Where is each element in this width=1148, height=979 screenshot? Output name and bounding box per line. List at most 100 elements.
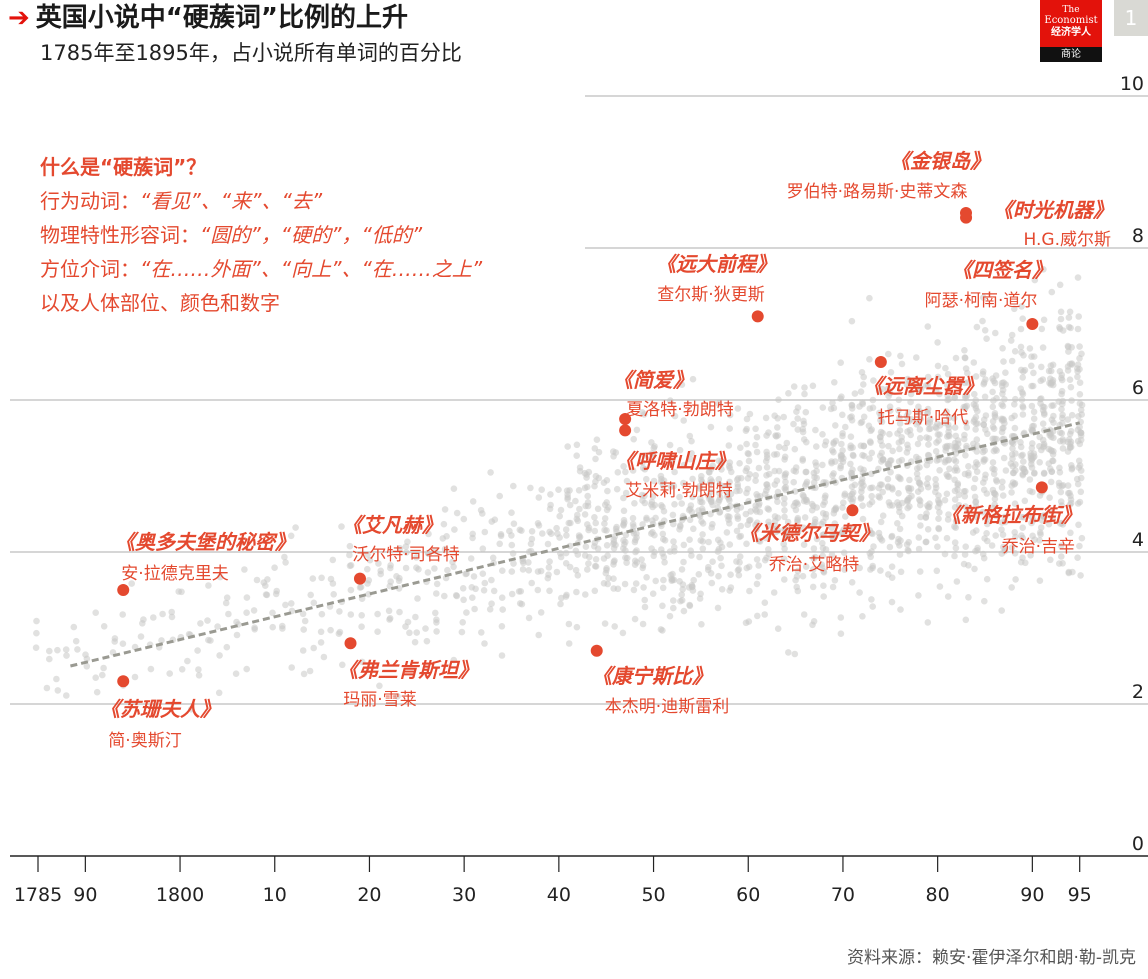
data-point [990,470,998,478]
data-point [886,502,894,509]
data-point [904,445,912,452]
data-point [868,426,875,433]
data-point [111,638,118,645]
data-point [877,481,884,488]
data-point [387,564,394,572]
data-point [680,558,687,566]
data-point [1076,542,1083,550]
data-point [698,518,705,525]
data-point [917,415,924,423]
background-dots [32,266,1086,713]
data-point [944,593,952,600]
data-point [128,580,135,587]
data-point [800,497,808,505]
data-point [837,359,844,367]
data-point [859,515,867,523]
data-point [998,607,1005,614]
data-point [686,516,694,524]
data-point [983,516,991,523]
data-point [962,419,970,427]
data-point [433,619,440,626]
data-point [924,451,932,459]
data-point [70,623,78,631]
data-point [962,543,969,550]
data-point [680,607,688,615]
data-point [689,587,697,594]
data-point [573,588,580,596]
data-point [962,365,970,372]
data-point [915,545,923,553]
data-point [870,377,877,384]
data-point [1039,512,1046,520]
data-point [868,498,876,506]
data-point [1009,455,1016,463]
data-point [1048,402,1055,410]
data-point [433,590,440,597]
data-point [621,580,629,588]
data-point [676,446,684,454]
data-point [547,491,554,498]
data-point [1074,373,1081,381]
data-point [866,455,873,462]
data-point [859,502,866,510]
data-point [818,520,825,528]
data-point [346,542,354,550]
data-point [574,572,582,579]
data-point [1058,376,1066,384]
data-point [671,544,678,551]
data-point [714,536,722,544]
data-point [868,449,876,457]
data-point [908,416,915,423]
figure-number-badge: 1 [1114,0,1148,36]
data-point [377,570,385,578]
data-point [527,540,535,548]
data-point [260,579,268,586]
data-point [859,451,866,459]
data-point [1074,554,1081,561]
data-point [562,526,570,533]
data-point [879,385,886,393]
data-point [999,415,1007,423]
data-point [744,485,751,493]
data-point [785,390,792,397]
data-point [573,452,580,460]
data-point [923,480,931,488]
highlighted-book: 《金银岛》罗伯特·路易斯·史蒂文森 [787,149,990,224]
data-point [708,579,716,587]
data-point [633,426,641,434]
data-point [866,356,873,363]
data-point [780,413,787,421]
data-point [306,667,314,675]
data-point [453,592,461,600]
data-point [1012,576,1019,583]
data-point [1048,288,1056,296]
data-point [774,415,781,422]
data-point [771,481,779,488]
data-point [243,665,250,673]
data-point [690,576,697,584]
data-point [941,550,949,558]
data-point [641,492,648,500]
data-point [838,393,845,401]
data-point [584,499,592,506]
data-point [584,566,591,573]
data-point [83,663,91,670]
data-point [753,580,761,588]
data-point [800,524,808,532]
data-point [771,526,779,533]
data-point [413,629,421,636]
data-point [840,499,847,507]
data-point [499,606,507,613]
data-point [951,393,958,401]
data-point [885,350,892,358]
data-point [897,475,904,483]
data-point [269,609,276,617]
x-tick-label: 1785 [14,884,62,906]
data-point [1047,556,1054,564]
data-point [638,556,645,563]
data-point [793,583,800,591]
data-point [566,501,574,509]
data-point [813,504,820,511]
data-point [718,562,725,570]
data-point [460,515,468,523]
